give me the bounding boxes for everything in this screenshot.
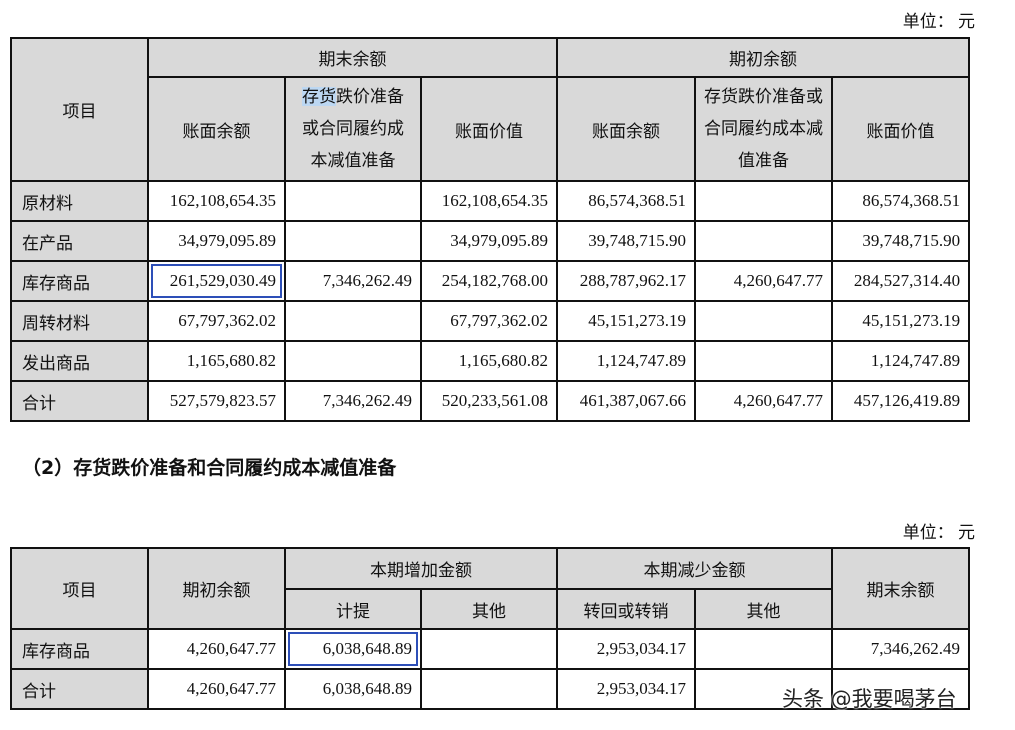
cell-accrue: 6,038,648.89 — [284, 628, 422, 670]
selected-text[interactable]: 存货 — [302, 87, 336, 106]
cell-other-inc — [420, 668, 558, 710]
header-item: 项目 — [10, 37, 149, 182]
cell-end-balance: 527,579,823.57 — [147, 380, 286, 422]
header-end: 期末余额 — [831, 547, 970, 630]
table-row: 库存商品 261,529,030.49 7,346,262.49 254,182,76… — [10, 260, 971, 302]
header-provision: 存货跌价准备或合同履约成本减值准备 — [284, 76, 422, 182]
cell-end-value: 254,182,768.00 — [419, 260, 559, 302]
cell-accrue: 6,038,648.89 — [284, 668, 422, 710]
cell-end-balance: 162,108,654.35 — [147, 180, 286, 222]
header-begin: 期初余额 — [147, 547, 286, 630]
cell-other-inc — [420, 628, 558, 670]
header-book-value: 账面价值 — [831, 76, 971, 182]
cell-end: 7,346,262.49 — [831, 628, 970, 670]
header-book-balance: 账面余额 — [556, 76, 697, 182]
header-decrease: 本期减少金额 — [556, 547, 833, 590]
cell-begin-provision: 4,260,647.77 — [694, 380, 834, 422]
cell-end-provision — [284, 340, 422, 382]
cell-end-provision: 7,346,262.49 — [284, 260, 422, 302]
cell-end-value: 162,108,654.35 — [419, 180, 559, 222]
row-label: 合计 — [10, 668, 149, 710]
cell-begin-provision — [694, 220, 834, 262]
header-other-decrease: 其他 — [694, 588, 833, 630]
header-provision: 存货跌价准备或合同履约成本减值准备 — [694, 76, 834, 182]
cell-begin-balance: 288,787,962.17 — [556, 260, 697, 302]
cell-begin-provision: 4,260,647.77 — [694, 260, 834, 302]
table-row: 周转材料 67,797,362.02 67,797,362.02 45,151,273… — [10, 300, 971, 342]
cell-begin-balance: 461,387,067.66 — [556, 380, 697, 422]
cell-begin-balance: 45,151,273.19 — [556, 300, 697, 342]
cell-end-value: 520,233,561.08 — [419, 380, 559, 422]
cell-begin-value: 86,574,368.51 — [831, 180, 971, 222]
header-provision-rest: 跌价准备或合同履约成本减值准备 — [302, 87, 404, 170]
cell-begin-value: 457,126,419.89 — [831, 380, 971, 422]
cell-end-balance: 1,165,680.82 — [147, 340, 286, 382]
cell-begin: 4,260,647.77 — [147, 668, 286, 710]
cell-begin-value: 39,748,715.90 — [831, 220, 971, 262]
cell-end-provision — [284, 300, 422, 342]
section-title: （2）存货跌价准备和合同履约成本减值准备 — [22, 457, 397, 479]
cell-other-dec — [694, 668, 833, 710]
cell-begin-value: 284,527,314.40 — [831, 260, 971, 302]
table-row: 合计 4,260,647.77 6,038,648.89 2,953,034.17 — [10, 668, 970, 710]
header-book-value: 账面价值 — [419, 76, 559, 182]
unit-label: 单位： 元 — [902, 523, 975, 542]
header-other-increase: 其他 — [420, 588, 558, 630]
header-item: 项目 — [10, 547, 149, 630]
cell-begin-provision — [694, 340, 834, 382]
header-accrue: 计提 — [284, 588, 422, 630]
table-row: 发出商品 1,165,680.82 1,165,680.82 1,124,747.89… — [10, 340, 971, 382]
unit-label: 单位： 元 — [902, 12, 975, 31]
cell-other-dec — [694, 628, 833, 670]
cell-begin-value: 1,124,747.89 — [831, 340, 971, 382]
row-label: 合计 — [10, 380, 149, 422]
cell-begin-provision — [694, 180, 834, 222]
table-row: 在产品 34,979,095.89 34,979,095.89 39,748,715.… — [10, 220, 971, 262]
cell-begin: 4,260,647.77 — [147, 628, 286, 670]
row-label: 原材料 — [10, 180, 149, 222]
cell-end-provision: 7,346,262.49 — [284, 380, 422, 422]
row-label: 库存商品 — [10, 628, 149, 670]
cell-end-provision — [284, 180, 422, 222]
cell-end-value: 34,979,095.89 — [419, 220, 559, 262]
header-book-balance: 账面余额 — [147, 76, 286, 182]
header-begin-balance-group: 期初余额 — [556, 37, 971, 78]
cell-begin-balance: 39,748,715.90 — [556, 220, 697, 262]
header-increase: 本期增加金额 — [284, 547, 558, 590]
cell-end-value: 1,165,680.82 — [419, 340, 559, 382]
cell-end-balance: 261,529,030.49 — [147, 260, 286, 302]
inventory-table: 项目 期末余额 期初余额 账面余额 存货跌价准备或合同履约成本减值准备 账面价值… — [10, 37, 971, 422]
cell-begin-balance: 1,124,747.89 — [556, 340, 697, 382]
row-label: 周转材料 — [10, 300, 149, 342]
header-reverse: 转回或转销 — [556, 588, 696, 630]
row-label: 发出商品 — [10, 340, 149, 382]
cell-end-value: 67,797,362.02 — [419, 300, 559, 342]
watermark: 头条 @我要喝茅台 — [782, 687, 957, 711]
cell-begin-balance: 86,574,368.51 — [556, 180, 697, 222]
header-end-balance-group: 期末余额 — [146, 37, 559, 78]
row-label: 库存商品 — [10, 260, 149, 302]
cell-begin-provision — [694, 300, 834, 342]
cell-reverse: 2,953,034.17 — [556, 668, 696, 710]
cell-end-balance: 67,797,362.02 — [147, 300, 286, 342]
cell-end-balance: 34,979,095.89 — [147, 220, 286, 262]
table-row: 库存商品 4,260,647.77 6,038,648.89 2,953,034.17… — [10, 628, 970, 670]
cell-end-provision — [284, 220, 422, 262]
cell-end — [831, 668, 970, 710]
row-label: 在产品 — [10, 220, 149, 262]
cell-reverse: 2,953,034.17 — [556, 628, 696, 670]
provision-table: 项目 期初余额 本期增加金额 本期减少金额 期末余额 计提 其他 转回或转销 其… — [10, 547, 970, 710]
table-row: 原材料 162,108,654.35 162,108,654.35 86,574,36… — [10, 180, 971, 222]
table-row: 合计 527,579,823.57 7,346,262.49 520,233,561.… — [10, 380, 971, 422]
cell-begin-value: 45,151,273.19 — [831, 300, 971, 342]
